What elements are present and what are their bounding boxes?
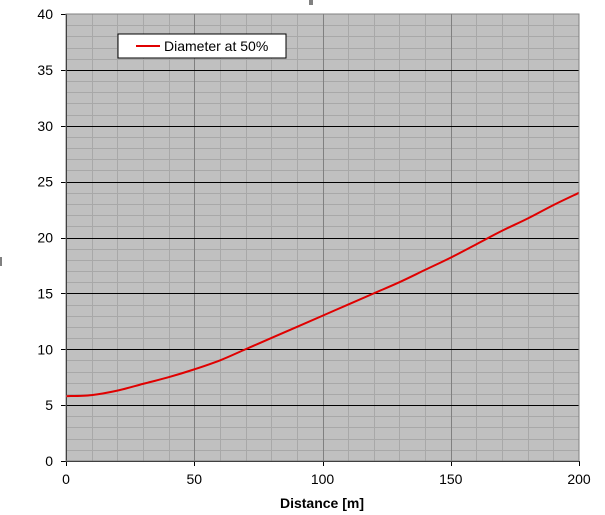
y-tick-label-0: 0	[45, 453, 53, 469]
y-tick-label-40: 40	[37, 6, 53, 22]
y-tick-label-10: 10	[37, 341, 53, 357]
x-tick-labels: 0 50 100 150 200	[62, 471, 591, 487]
x-tick-label-200: 200	[567, 471, 591, 487]
major-grid	[66, 14, 579, 461]
minor-grid	[66, 14, 579, 461]
x-axis-title: Distance [m]	[280, 495, 364, 511]
x-tick-label-150: 150	[439, 471, 463, 487]
x-tick-label-0: 0	[62, 471, 70, 487]
top-edge-marker	[309, 0, 313, 5]
series-group	[65, 191, 580, 398]
left-edge-marker	[0, 257, 2, 266]
plot-border	[65, 13, 580, 462]
x-tick-label-50: 50	[186, 471, 202, 487]
y-tick-label-5: 5	[45, 397, 53, 413]
legend-label-series-0: Diameter at 50%	[164, 38, 268, 54]
y-tick-label-15: 15	[37, 285, 53, 301]
y-tick-label-30: 30	[37, 118, 53, 134]
plot-area	[66, 14, 579, 461]
x-tick-label-100: 100	[311, 471, 335, 487]
legend: Diameter at 50%	[117, 33, 287, 59]
y-tick-labels: 0 5 10 15 20 25 30 35 40	[37, 6, 53, 469]
y-tick-label-20: 20	[37, 230, 53, 246]
y-tick-label-35: 35	[37, 62, 53, 78]
series-line-0	[65, 191, 580, 398]
y-tick-label-25: 25	[37, 174, 53, 190]
